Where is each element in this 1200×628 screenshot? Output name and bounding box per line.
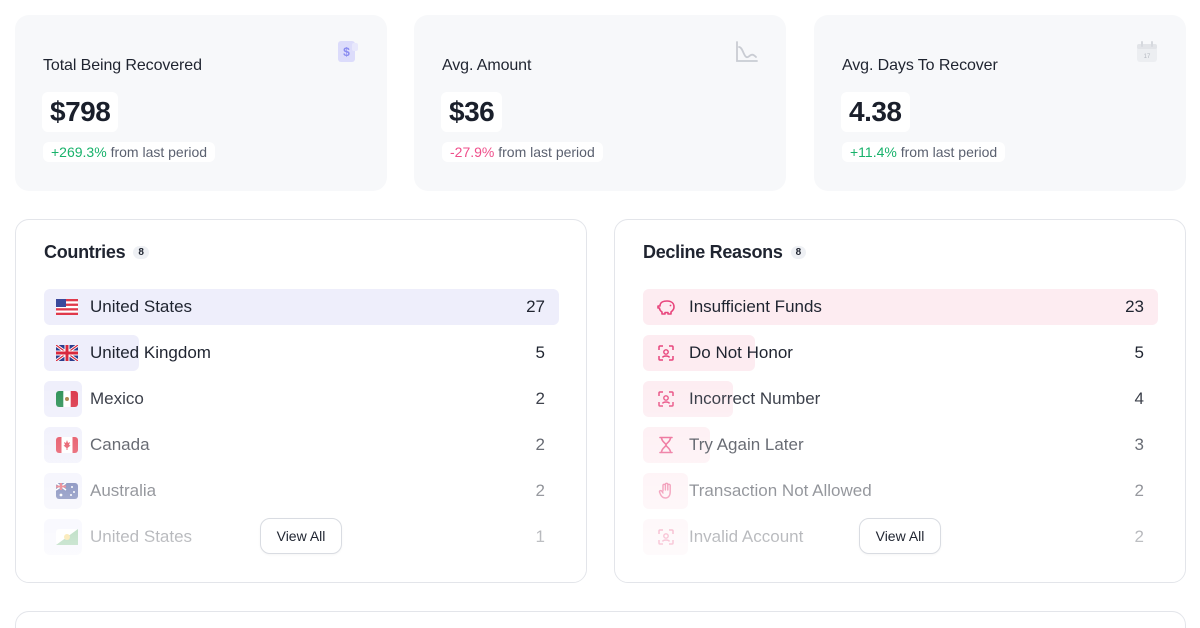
list-item[interactable]: Try Again Later 3 <box>643 427 1158 463</box>
item-label: Insufficient Funds <box>689 297 822 316</box>
item-value: 23 <box>1125 297 1144 316</box>
stat-delta: +269.3% from last period <box>43 142 216 162</box>
item-label: Canada <box>90 435 150 454</box>
item-value: 2 <box>535 481 545 500</box>
item-value: 5 <box>1134 343 1144 362</box>
list-item[interactable]: Insufficient Funds 23 <box>643 289 1158 325</box>
uk-flag-icon <box>56 343 78 363</box>
item-value: 2 <box>1134 481 1144 500</box>
stat-title: Total Being Recovered <box>43 57 202 74</box>
stat-card-avg-days: Avg. Days To Recover 17 4.38 +11.4% from… <box>814 15 1186 191</box>
card-title: Countries <box>44 242 126 262</box>
delta-percent: -27.9% <box>450 144 495 160</box>
item-label: Do Not Honor <box>689 343 793 362</box>
item-value: 27 <box>526 297 545 316</box>
hourglass-icon <box>655 435 677 455</box>
item-value: 4 <box>1134 389 1144 408</box>
chart-curve-icon <box>734 39 760 65</box>
item-value: 2 <box>535 389 545 408</box>
item-label: United Kingdom <box>90 343 211 362</box>
count-badge: 8 <box>133 246 149 259</box>
stat-value: $798 <box>42 92 119 132</box>
canada-flag-icon <box>56 435 78 455</box>
item-label: Try Again Later <box>689 435 804 454</box>
countries-header: Countries 8 <box>44 242 149 263</box>
item-label: United States <box>90 527 193 546</box>
stat-value: 4.38 <box>841 92 910 132</box>
item-value: 3 <box>1134 435 1144 454</box>
list-item[interactable]: Incorrect Number 4 <box>643 381 1158 417</box>
item-value: 2 <box>1134 527 1144 546</box>
value-bar <box>44 289 559 325</box>
stat-delta: -27.9% from last period <box>442 142 603 162</box>
item-label: Mexico <box>90 389 144 408</box>
list-item[interactable]: United States 27 <box>44 289 559 325</box>
delta-percent: +269.3% <box>51 144 107 160</box>
stat-title: Avg. Days To Recover <box>842 57 998 74</box>
piggy-bank-icon <box>655 297 677 317</box>
list-item[interactable]: Canada 2 <box>44 427 559 463</box>
card-title: Decline Reasons <box>643 242 783 262</box>
mexico-flag-icon <box>56 389 78 409</box>
svg-text:$: $ <box>343 45 350 59</box>
value-bar <box>643 289 1158 325</box>
stat-delta: +11.4% from last period <box>842 142 1006 162</box>
view-all-countries-button[interactable]: View All <box>260 518 342 554</box>
list-item[interactable]: United Kingdom 5 <box>44 335 559 371</box>
item-label: Transaction Not Allowed <box>689 481 872 500</box>
count-badge: 8 <box>790 246 807 259</box>
item-value: 1 <box>535 527 545 546</box>
list-item[interactable]: Transaction Not Allowed 2 <box>643 473 1158 509</box>
item-value: 5 <box>535 343 545 362</box>
delta-text: from last period <box>498 144 595 160</box>
countries-card: Countries 8 United States 27 United King… <box>15 219 587 583</box>
value-bar <box>643 335 755 371</box>
us-flag-icon <box>56 297 78 317</box>
stat-card-avg-amount: Avg. Amount $36 -27.9% from last period <box>414 15 786 191</box>
bottom-card <box>15 611 1186 628</box>
list-item[interactable]: Mexico 2 <box>44 381 559 417</box>
stat-value: $36 <box>441 92 503 132</box>
svg-text:17: 17 <box>1144 54 1151 60</box>
delta-text: from last period <box>900 144 998 160</box>
list-item[interactable]: Do Not Honor 5 <box>643 335 1158 371</box>
flag-icon <box>56 527 78 547</box>
australia-flag-icon <box>56 481 78 501</box>
delta-percent: +11.4% <box>850 144 897 160</box>
view-all-decline-reasons-button[interactable]: View All <box>859 518 941 554</box>
decline-reasons-card: Decline Reasons 8 Insufficient Funds 23 … <box>614 219 1186 583</box>
item-label: United States <box>90 297 193 316</box>
receipt-dollar-icon: $ <box>335 39 361 65</box>
stat-title: Avg. Amount <box>442 57 532 74</box>
hand-stop-icon <box>655 481 677 501</box>
item-label: Invalid Account <box>689 527 804 546</box>
calendar-icon: 17 <box>1134 39 1160 65</box>
scan-face-icon <box>655 389 677 409</box>
scan-face-icon <box>655 527 677 547</box>
decline-reasons-header: Decline Reasons 8 <box>643 242 807 263</box>
scan-face-icon <box>655 343 677 363</box>
item-label: Australia <box>90 481 157 500</box>
list-item[interactable]: Australia 2 <box>44 473 559 509</box>
stat-card-total-recovered: Total Being Recovered $ $798 +269.3% fro… <box>15 15 387 191</box>
item-label: Incorrect Number <box>689 389 821 408</box>
item-value: 2 <box>535 435 545 454</box>
delta-text: from last period <box>110 144 208 160</box>
